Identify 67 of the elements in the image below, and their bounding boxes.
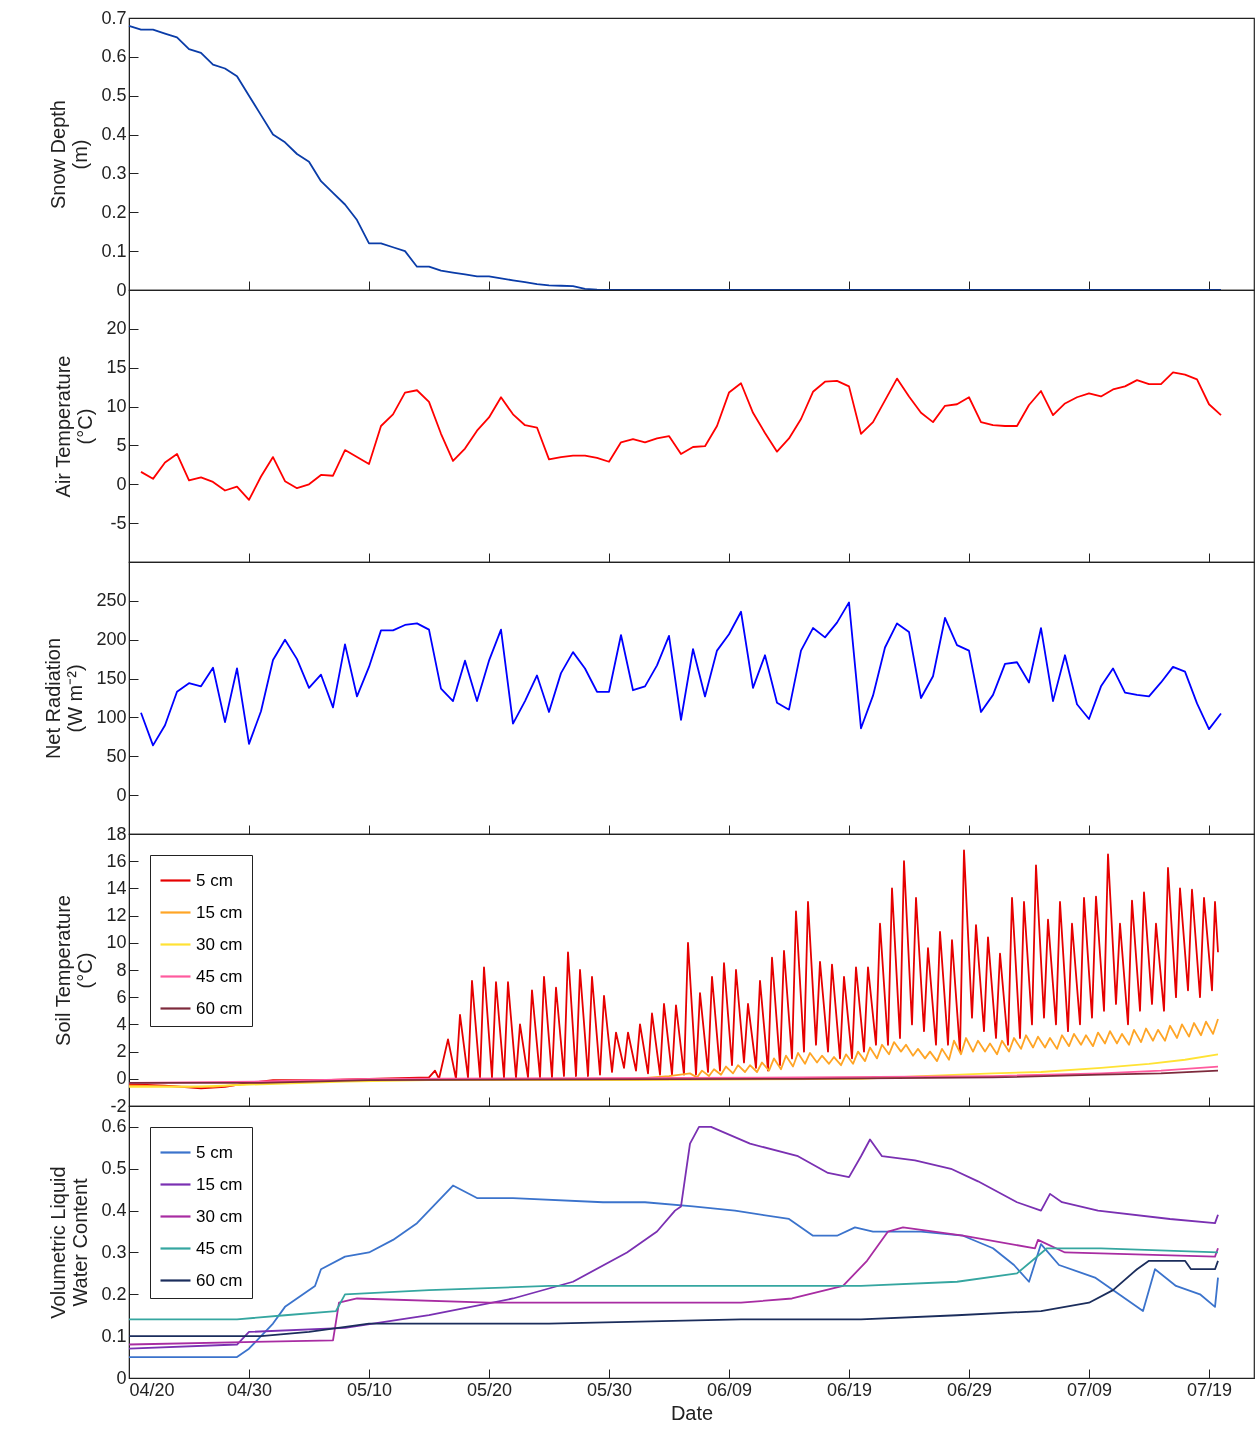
- x-tick-label: 05/10: [346, 1379, 393, 1400]
- legend-label: 30 cm: [196, 1206, 243, 1226]
- legend-label: 45 cm: [196, 966, 243, 986]
- y-tick-label: 0.1: [101, 240, 127, 261]
- y-tick-label: 5: [116, 434, 127, 455]
- y-tick-label: 0: [116, 1068, 127, 1089]
- line-series: [140, 371, 1222, 501]
- x-tick-label: 07/19: [1186, 1379, 1233, 1400]
- line-series: [128, 24, 1222, 291]
- y-tick-label: 0: [116, 473, 127, 494]
- y-tick-label: 14: [106, 877, 127, 898]
- y-tick-label: 20: [106, 318, 127, 339]
- y-tick-label: 0.2: [101, 1283, 127, 1304]
- y-tick-label: 6: [116, 986, 127, 1007]
- y-tick-label: 15: [106, 357, 127, 378]
- y-tick-label: 10: [106, 932, 127, 953]
- x-tick-label: 06/29: [946, 1379, 993, 1400]
- y-tick-label: 8: [116, 959, 127, 980]
- legend-label: 5 cm: [196, 870, 233, 890]
- y-tick-label: -2: [110, 1095, 127, 1116]
- y-tick-label: 0.4: [101, 1200, 127, 1221]
- x-tick-label: 06/19: [826, 1379, 873, 1400]
- legend-label: 60 cm: [196, 1270, 243, 1290]
- y-tick-label: 18: [106, 823, 127, 844]
- y-tick-label: 0.3: [101, 162, 127, 183]
- y-tick-label: 4: [116, 1013, 127, 1034]
- y-tick-label: 12: [106, 905, 127, 926]
- line-series: [140, 601, 1222, 747]
- y-tick-label: 0.6: [101, 1116, 127, 1137]
- y-tick-label: 0: [116, 1367, 127, 1388]
- y-axis-title: Volumetric Liquid Water Content: [47, 1166, 92, 1319]
- x-tick-label: 05/20: [466, 1379, 513, 1400]
- y-tick-label: 0.3: [101, 1241, 127, 1262]
- y-tick-label: 0: [116, 279, 127, 300]
- legend-label: 15 cm: [196, 1174, 243, 1194]
- y-axis-title: Net Radiation (W m⁻²): [42, 637, 87, 760]
- y-axis-title: Soil Temperature (°C): [52, 895, 97, 1046]
- y-tick-label: 0.6: [101, 46, 127, 67]
- y-tick-label: 0: [116, 784, 127, 805]
- legend-label: 5 cm: [196, 1142, 233, 1162]
- y-tick-label: 250: [96, 590, 127, 611]
- legend-label: 30 cm: [196, 934, 243, 954]
- x-tick-label: 06/09: [706, 1379, 753, 1400]
- legend-label: 60 cm: [196, 998, 243, 1018]
- y-tick-label: 0.4: [101, 124, 127, 145]
- y-tick-label: 0.1: [101, 1325, 127, 1346]
- y-tick-label: 10: [106, 396, 127, 417]
- y-tick-label: 200: [96, 629, 127, 650]
- legend-label: 15 cm: [196, 902, 243, 922]
- y-tick-label: 0.5: [101, 1158, 127, 1179]
- y-tick-label: 0.7: [101, 7, 127, 28]
- y-tick-label: -5: [110, 512, 127, 533]
- x-tick-label: 04/30: [226, 1379, 273, 1400]
- y-axis-title: Air Temperature (°C): [52, 355, 97, 498]
- y-tick-label: 150: [96, 668, 127, 689]
- y-tick-label: 2: [116, 1041, 127, 1062]
- y-tick-label: 0.2: [101, 201, 127, 222]
- x-tick-label: 05/30: [586, 1379, 633, 1400]
- x-tick-label: 04/20: [129, 1379, 175, 1400]
- y-tick-label: 50: [106, 745, 127, 766]
- y-tick-label: 100: [96, 706, 127, 727]
- y-tick-label: 0.5: [101, 85, 127, 106]
- x-tick-label: 07/09: [1066, 1379, 1113, 1400]
- y-axis-title: Snow Depth (m): [47, 100, 92, 209]
- x-axis-title: Date: [670, 1401, 714, 1424]
- legend-label: 45 cm: [196, 1238, 243, 1258]
- y-tick-label: 16: [106, 850, 127, 871]
